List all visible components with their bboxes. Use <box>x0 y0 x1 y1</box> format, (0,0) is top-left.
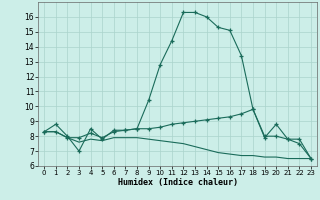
X-axis label: Humidex (Indice chaleur): Humidex (Indice chaleur) <box>118 178 238 187</box>
